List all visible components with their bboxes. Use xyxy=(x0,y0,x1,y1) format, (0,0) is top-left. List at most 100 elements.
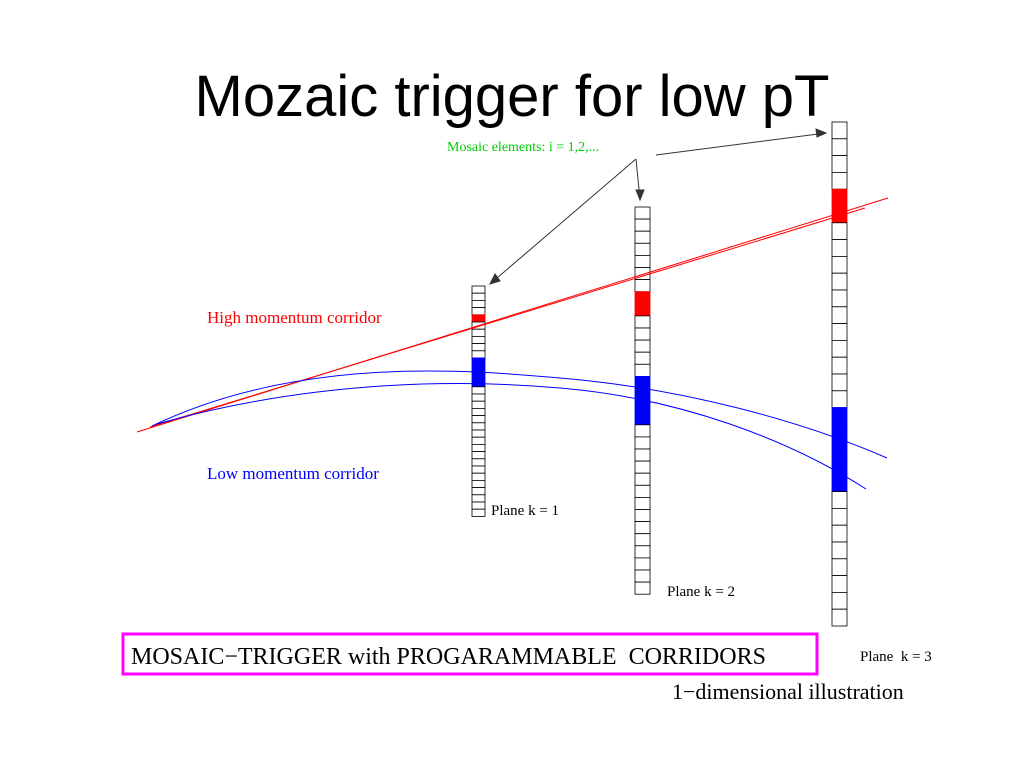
mosaic-element xyxy=(831,608,848,627)
mosaic-element xyxy=(471,508,486,517)
mosaic-element xyxy=(634,400,651,414)
mosaic-element xyxy=(831,239,848,257)
mosaic-element xyxy=(831,575,848,593)
mosaic-element xyxy=(831,121,848,140)
mosaic-element xyxy=(634,315,651,329)
mosaic-element xyxy=(831,407,848,425)
mosaic-element xyxy=(634,351,651,365)
mosaic-element xyxy=(831,440,848,459)
mosaic-element xyxy=(634,557,651,571)
mosaic-element xyxy=(831,373,848,392)
mosaic-element xyxy=(634,206,651,220)
mosaic-element xyxy=(471,328,486,337)
mosaic-elements-label: Mosaic elements: i = 1,2,... xyxy=(447,140,599,155)
plane-3-label: Plane k = 3 xyxy=(860,649,932,665)
mosaic-element xyxy=(471,350,486,359)
mosaic-element xyxy=(831,457,848,476)
mosaic-element xyxy=(831,255,848,274)
mosaic-element xyxy=(634,363,651,377)
low-track-lower xyxy=(156,383,867,490)
mosaic-element xyxy=(471,501,486,510)
mosaic-element xyxy=(634,327,651,341)
arrow-to-plane-3 xyxy=(655,132,827,156)
mosaic-element xyxy=(634,230,651,244)
slide-title: Mozaic trigger for low pT xyxy=(194,64,830,129)
mosaic-element xyxy=(634,581,651,595)
mosaic-element xyxy=(471,285,486,294)
banner-text: MOSAIC−TRIGGER with PROGARAMMABLE CORRID… xyxy=(131,644,766,670)
mosaic-element xyxy=(634,436,651,450)
caption-text: 1−dimensional illustration xyxy=(672,679,904,704)
mosaic-element xyxy=(471,458,486,467)
mosaic-element xyxy=(831,289,848,308)
mosaic-element xyxy=(471,357,486,366)
mosaic-element xyxy=(831,138,848,157)
mosaic-element xyxy=(471,307,486,316)
mosaic-element xyxy=(831,155,848,173)
mosaic-element xyxy=(634,279,651,293)
mosaic-element xyxy=(634,460,651,474)
mosaic-element xyxy=(634,569,651,583)
mosaic-element xyxy=(634,509,651,523)
mosaic-element xyxy=(471,465,486,474)
mosaic-element xyxy=(634,472,651,486)
plane-1-label: Plane k = 1 xyxy=(491,503,559,519)
mosaic-element xyxy=(471,429,486,438)
mosaic-element xyxy=(831,390,848,408)
high-momentum-tracks xyxy=(136,197,889,433)
low-track-upper xyxy=(151,370,888,459)
mosaic-element xyxy=(471,487,486,496)
low-corridor-label: Low momentum corridor xyxy=(207,464,379,483)
mosaic-element xyxy=(471,443,486,452)
element-pointer-arrows xyxy=(489,128,828,285)
mosaic-element xyxy=(471,364,486,373)
mosaic-element xyxy=(634,424,651,438)
mosaic-element xyxy=(831,339,848,358)
mosaic-element xyxy=(831,558,848,576)
mosaic-element xyxy=(634,291,651,305)
mosaic-element xyxy=(471,400,486,409)
mosaic-element xyxy=(471,299,486,308)
mosaic-element xyxy=(471,436,486,445)
mosaic-element xyxy=(634,303,651,317)
plane-2-label: Plane k = 2 xyxy=(667,584,735,600)
mosaic-element xyxy=(831,474,848,492)
mosaic-element xyxy=(831,188,848,207)
mosaic-element xyxy=(471,479,486,488)
mosaic-element xyxy=(634,339,651,353)
high-corridor-label: High momentum corridor xyxy=(207,308,382,327)
mosaic-element xyxy=(471,451,486,460)
mosaic-element xyxy=(471,422,486,431)
banner-box xyxy=(121,632,819,676)
arrow-to-plane-1 xyxy=(489,158,637,285)
mosaic-element xyxy=(634,484,651,498)
mosaic-element xyxy=(831,491,848,509)
mosaic-element xyxy=(634,448,651,462)
arrow-head-2 xyxy=(635,189,645,202)
mosaic-element xyxy=(471,393,486,402)
mosaic-element xyxy=(471,415,486,424)
low-momentum-tracks xyxy=(151,370,888,490)
mosaic-element xyxy=(831,171,848,190)
mosaic-element xyxy=(831,222,848,241)
mosaic-element xyxy=(634,218,651,232)
mosaic-element xyxy=(634,521,651,535)
mosaic-element xyxy=(831,592,848,610)
mosaic-element xyxy=(471,292,486,301)
mosaic-element xyxy=(471,494,486,503)
mosaic-element xyxy=(471,472,486,481)
mosaic-element xyxy=(471,386,486,395)
mosaic-element xyxy=(831,524,848,543)
arrow-head-3 xyxy=(815,128,828,138)
mosaic-element xyxy=(471,371,486,380)
high-track-lower xyxy=(149,207,866,428)
plane-2-column xyxy=(634,206,651,595)
mosaic-element xyxy=(634,533,651,547)
mosaic-element xyxy=(471,335,486,344)
plane-3-column xyxy=(831,121,848,627)
mosaic-element xyxy=(831,541,848,560)
mosaic-element xyxy=(634,242,651,256)
mosaic-element xyxy=(471,407,486,416)
mosaic-element xyxy=(831,306,848,324)
